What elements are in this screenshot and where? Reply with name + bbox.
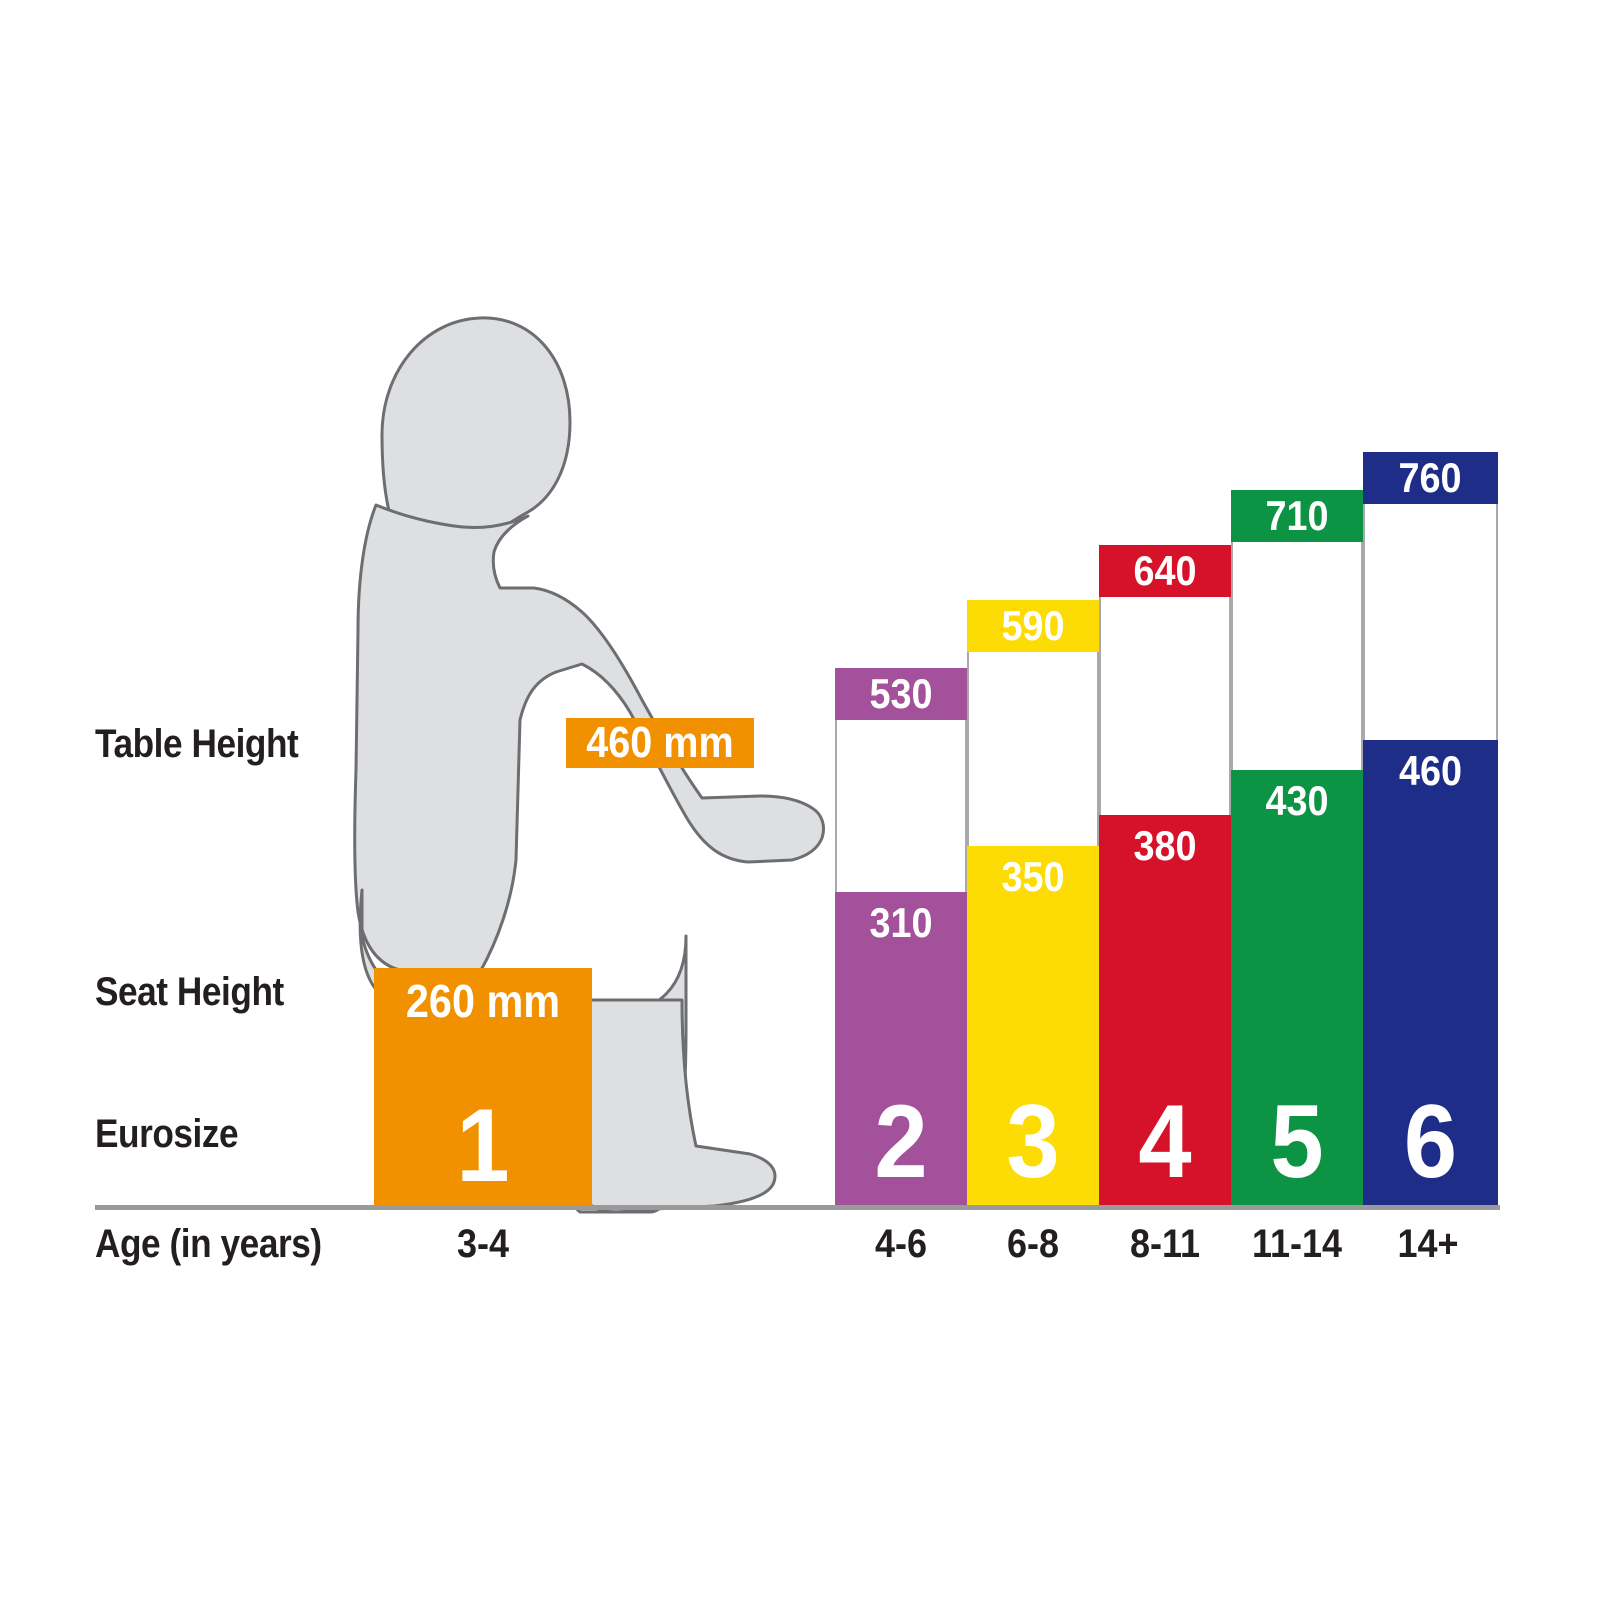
eurosize-number-2: 2 (874, 1084, 928, 1200)
table-height-value-4: 640 (1133, 547, 1197, 594)
age-tick-1: 3-4 (456, 1222, 510, 1266)
table-height-badge-size1: 460 mm (566, 718, 754, 768)
seat-block-3: 350 3 (967, 846, 1099, 1208)
bar-eurosize-3[interactable]: 590 350 3 (967, 600, 1099, 1208)
eurosize-number-4: 4 (1138, 1084, 1192, 1200)
table-height-cap-2: 530 (835, 668, 967, 720)
seat-height-value-6: 460 (1398, 747, 1463, 794)
age-tick-4: 8-11 (1129, 1222, 1201, 1266)
seat-height-value-3: 350 (1001, 853, 1065, 900)
eurosize-number-3: 3 (1006, 1084, 1060, 1200)
bar-eurosize-6[interactable]: 760 460 6 (1363, 452, 1498, 1208)
row-label-age: Age (in years) (95, 1222, 322, 1266)
seat-block-6: 460 6 (1363, 740, 1498, 1208)
baseline-axis (95, 1205, 1500, 1210)
eurosize-number-1: 1 (456, 1088, 510, 1204)
age-tick-3: 6-8 (1006, 1222, 1060, 1266)
table-height-cap-4: 640 (1099, 545, 1231, 597)
seat-block-2: 310 2 (835, 892, 967, 1208)
table-height-cap-5: 710 (1231, 490, 1363, 542)
table-height-value-3: 590 (1001, 602, 1065, 649)
row-label-eurosize: Eurosize (95, 1112, 239, 1156)
seat-block-5: 430 5 (1231, 770, 1363, 1208)
bar-eurosize-4[interactable]: 640 380 4 (1099, 545, 1231, 1208)
table-height-value-5: 710 (1265, 492, 1329, 539)
seat-height-value-4: 380 (1133, 822, 1197, 869)
table-height-cap-6: 760 (1363, 452, 1498, 504)
age-tick-2: 4-6 (874, 1222, 928, 1266)
bar-eurosize-2[interactable]: 530 310 2 (835, 668, 967, 1208)
seat-height-value-2: 310 (869, 899, 933, 946)
seat-height-value-5: 430 (1265, 777, 1329, 824)
seat-height-value-1: 260 mm (405, 975, 561, 1027)
age-tick-6: 14+ (1397, 1222, 1459, 1266)
eurosize-number-5: 5 (1270, 1084, 1324, 1200)
bar-eurosize-5[interactable]: 710 430 5 (1231, 490, 1363, 1208)
table-height-badge-value: 460 mm (586, 718, 734, 767)
bar-eurosize-1[interactable]: 260 mm 1 (374, 968, 592, 1208)
table-height-cap-3: 590 (967, 600, 1099, 652)
table-height-value-6: 760 (1398, 454, 1463, 501)
row-label-seat-height: Seat Height (95, 970, 284, 1014)
seat-block-4: 380 4 (1099, 815, 1231, 1208)
eurosize-number-6: 6 (1403, 1084, 1458, 1200)
age-tick-5: 11-14 (1251, 1222, 1343, 1266)
table-height-value-2: 530 (869, 670, 933, 717)
row-label-table-height: Table Height (95, 722, 299, 766)
